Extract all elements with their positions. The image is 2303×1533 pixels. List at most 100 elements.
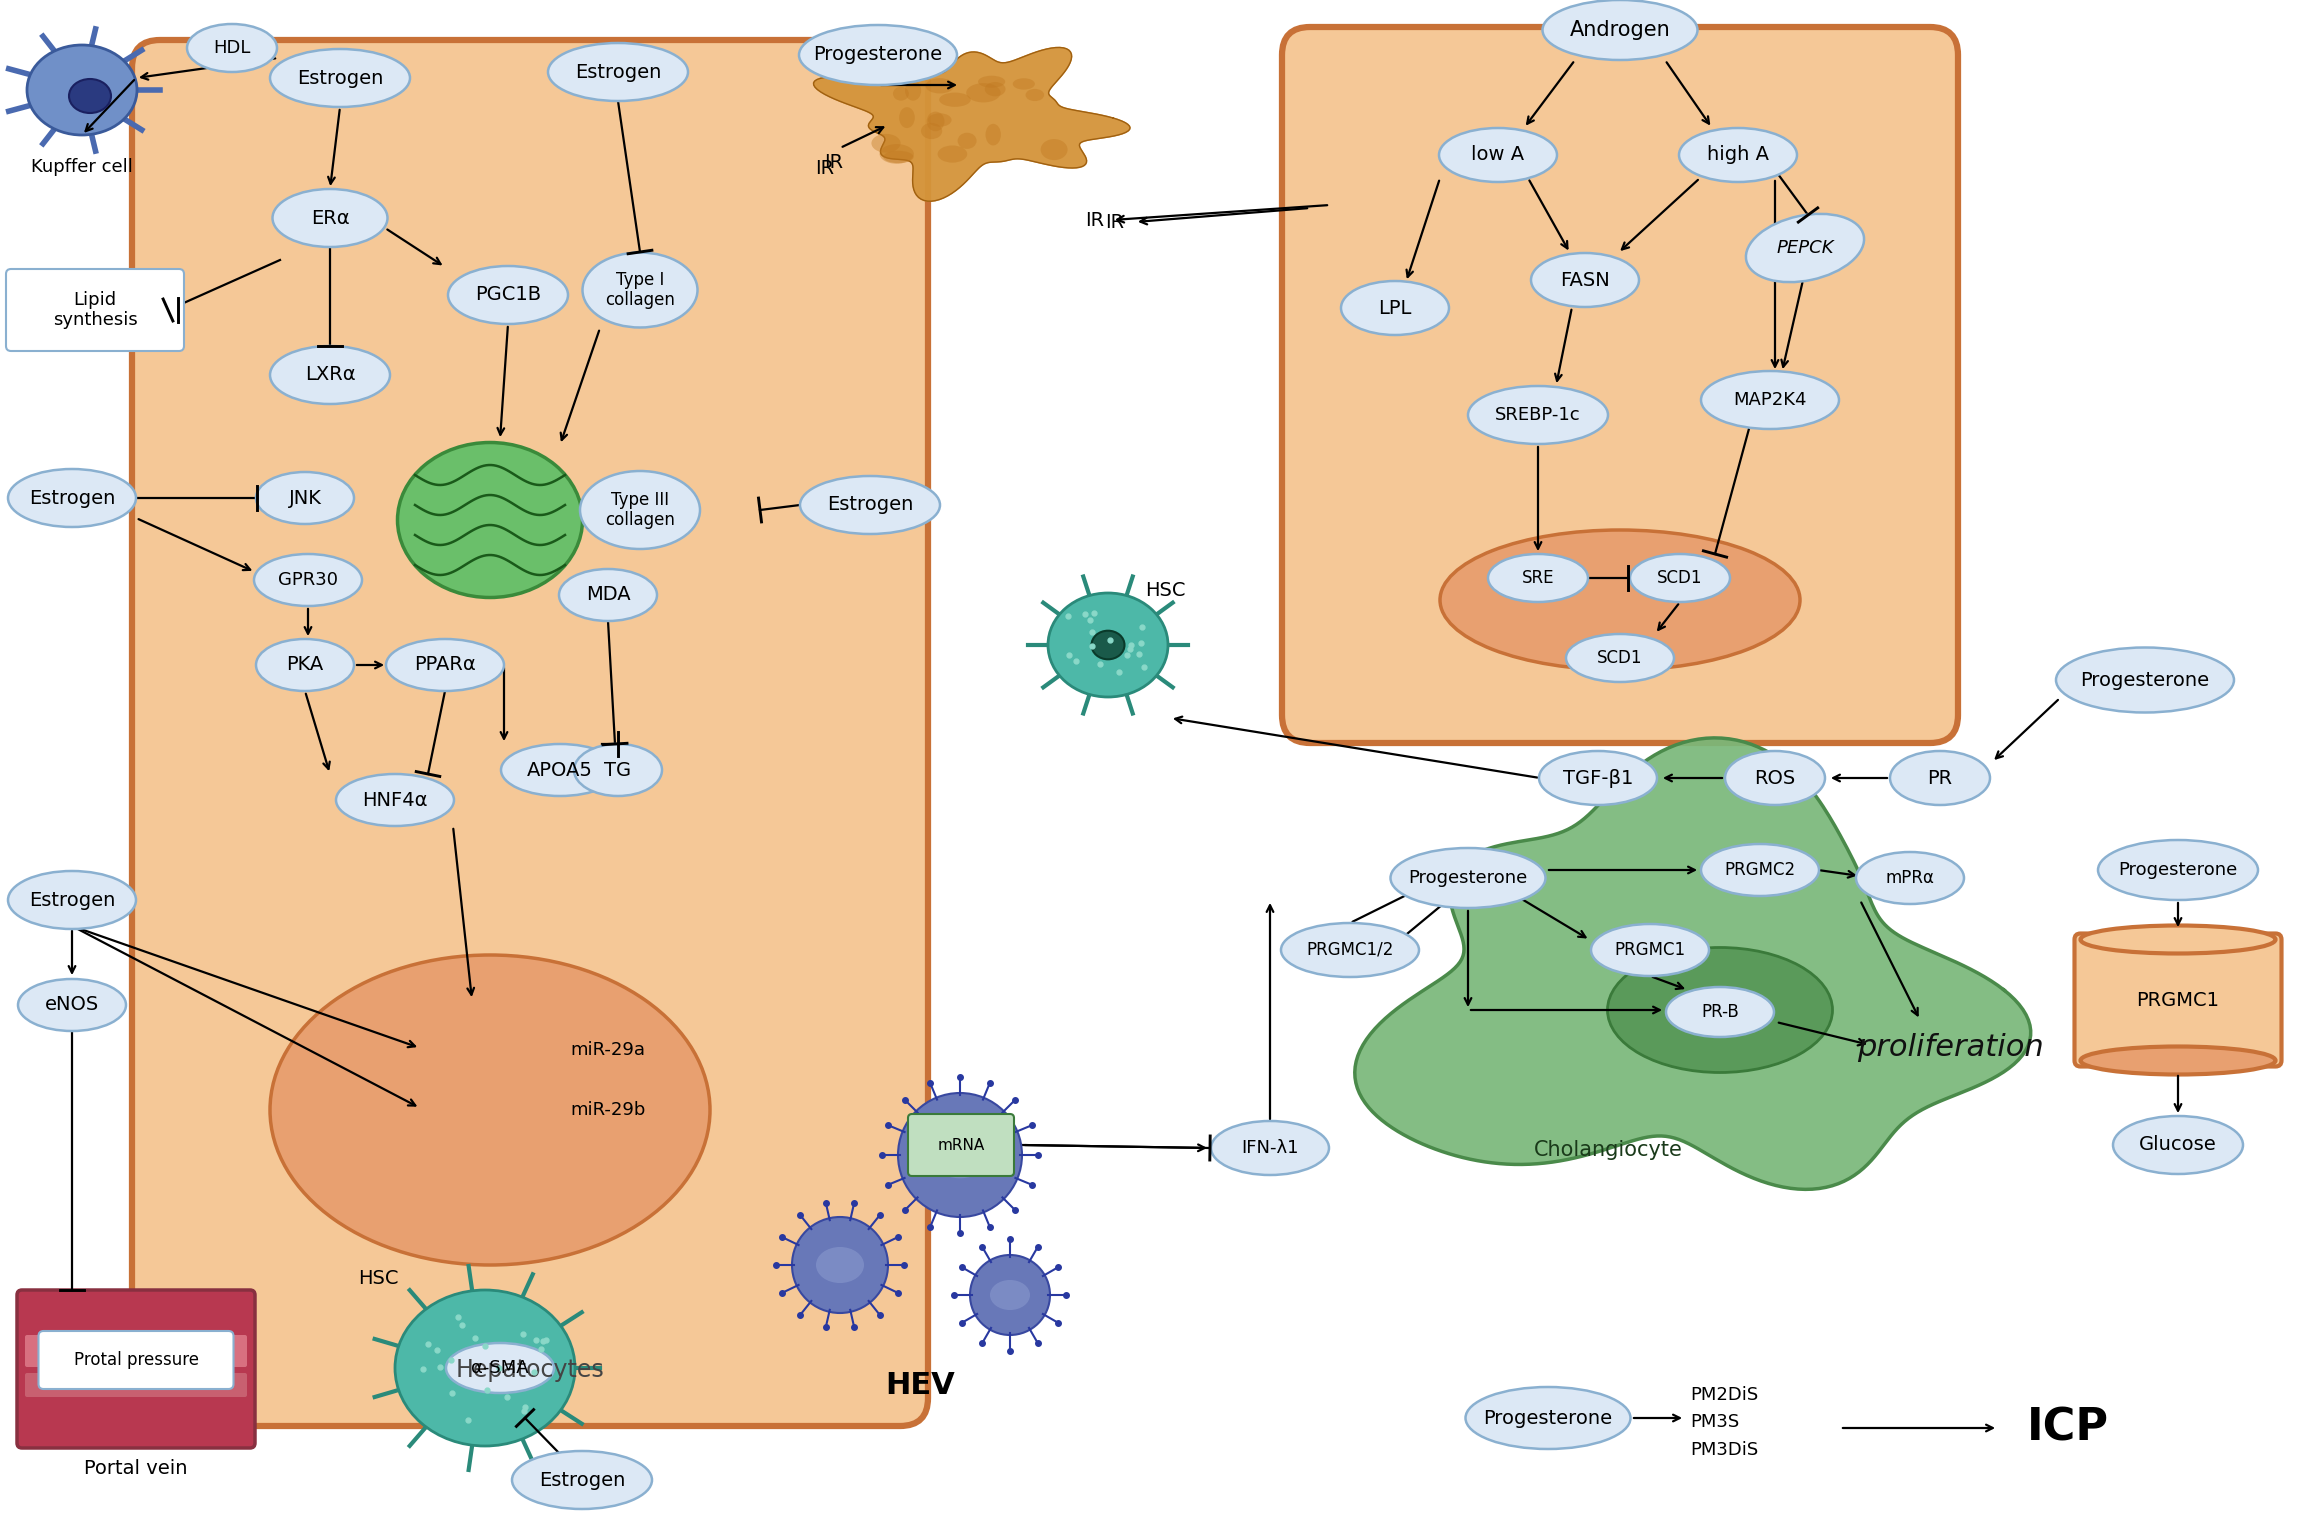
Ellipse shape — [269, 346, 389, 405]
Text: SCD1: SCD1 — [1598, 648, 1642, 667]
Ellipse shape — [967, 83, 1000, 103]
Text: HSC: HSC — [357, 1268, 398, 1288]
Ellipse shape — [1665, 987, 1773, 1036]
Ellipse shape — [986, 124, 1002, 146]
Text: Progesterone: Progesterone — [2119, 862, 2239, 878]
Text: SRE: SRE — [1522, 569, 1555, 587]
Text: Type I
collagen: Type I collagen — [606, 271, 675, 308]
Text: miR-29a: miR-29a — [571, 1041, 645, 1059]
Ellipse shape — [928, 1131, 990, 1179]
Text: Progesterone: Progesterone — [2080, 670, 2209, 690]
Text: α-SMA: α-SMA — [472, 1358, 530, 1377]
Ellipse shape — [1725, 751, 1824, 805]
Ellipse shape — [256, 639, 355, 691]
Ellipse shape — [926, 112, 944, 132]
Text: TG: TG — [603, 760, 631, 779]
Ellipse shape — [1340, 281, 1449, 336]
Ellipse shape — [1856, 852, 1964, 904]
Text: TGF-β1: TGF-β1 — [1564, 768, 1633, 788]
Circle shape — [792, 1217, 889, 1312]
Text: HDL: HDL — [214, 38, 251, 57]
FancyBboxPatch shape — [25, 1335, 246, 1367]
Ellipse shape — [2080, 926, 2275, 954]
Ellipse shape — [1013, 78, 1034, 89]
Text: PR-B: PR-B — [1702, 1003, 1739, 1021]
FancyBboxPatch shape — [25, 1374, 246, 1397]
Ellipse shape — [1702, 845, 1819, 895]
Text: PRGMC1/2: PRGMC1/2 — [1306, 941, 1393, 960]
Ellipse shape — [461, 1346, 509, 1389]
Text: Progesterone: Progesterone — [1409, 869, 1527, 888]
Text: Portal vein: Portal vein — [85, 1458, 189, 1478]
Text: ERα: ERα — [311, 208, 350, 227]
Text: Lipid
synthesis: Lipid synthesis — [53, 291, 138, 328]
Text: APOA5: APOA5 — [527, 760, 592, 779]
Text: IFN-λ1: IFN-λ1 — [1241, 1139, 1299, 1157]
FancyBboxPatch shape — [1283, 28, 1958, 744]
Ellipse shape — [958, 133, 976, 149]
Text: IR: IR — [1105, 213, 1124, 231]
Ellipse shape — [548, 43, 689, 101]
Ellipse shape — [990, 1280, 1029, 1311]
Ellipse shape — [1391, 848, 1545, 908]
Text: Estrogen: Estrogen — [576, 63, 661, 81]
Ellipse shape — [1025, 89, 1043, 101]
Ellipse shape — [1041, 140, 1069, 159]
Ellipse shape — [1439, 530, 1801, 670]
Ellipse shape — [799, 477, 940, 533]
Text: proliferation: proliferation — [1856, 1033, 2043, 1062]
Ellipse shape — [2112, 1116, 2243, 1174]
Text: Cholangiocyte: Cholangiocyte — [1534, 1141, 1683, 1160]
Text: Progesterone: Progesterone — [813, 46, 942, 64]
Ellipse shape — [28, 44, 136, 135]
Ellipse shape — [894, 87, 910, 101]
Text: PR: PR — [1928, 768, 1953, 788]
Text: PM3S: PM3S — [1690, 1413, 1739, 1430]
Circle shape — [898, 1093, 1023, 1217]
Ellipse shape — [1538, 751, 1656, 805]
Ellipse shape — [986, 81, 1006, 97]
Text: HEV: HEV — [884, 1371, 956, 1400]
Text: ROS: ROS — [1755, 768, 1796, 788]
Ellipse shape — [799, 25, 958, 84]
Ellipse shape — [69, 80, 111, 113]
Text: IR: IR — [824, 152, 843, 172]
Text: FASN: FASN — [1559, 270, 1610, 290]
Text: IR: IR — [815, 158, 834, 178]
Ellipse shape — [1467, 386, 1607, 445]
Ellipse shape — [1591, 924, 1709, 977]
Ellipse shape — [905, 80, 921, 101]
Text: Estrogen: Estrogen — [30, 891, 115, 909]
Text: PRGMC2: PRGMC2 — [1725, 862, 1796, 878]
Ellipse shape — [398, 443, 583, 598]
Ellipse shape — [502, 744, 620, 796]
Text: Estrogen: Estrogen — [30, 489, 115, 507]
Ellipse shape — [1607, 947, 1833, 1073]
FancyBboxPatch shape — [907, 1114, 1013, 1176]
Text: HNF4α: HNF4α — [362, 791, 428, 809]
FancyBboxPatch shape — [39, 1331, 233, 1389]
Text: Estrogen: Estrogen — [539, 1470, 624, 1490]
Text: ICP: ICP — [2027, 1406, 2110, 1450]
Ellipse shape — [1746, 213, 1863, 282]
Ellipse shape — [447, 1343, 555, 1393]
Ellipse shape — [580, 471, 700, 549]
Ellipse shape — [18, 980, 127, 1032]
Text: eNOS: eNOS — [44, 995, 99, 1015]
Ellipse shape — [1566, 635, 1674, 682]
Ellipse shape — [921, 123, 942, 140]
Ellipse shape — [880, 144, 914, 164]
FancyBboxPatch shape — [7, 268, 184, 351]
Ellipse shape — [1211, 1121, 1329, 1174]
Circle shape — [970, 1256, 1050, 1335]
Ellipse shape — [269, 49, 410, 107]
Text: miR-29b: miR-29b — [571, 1101, 645, 1119]
Ellipse shape — [2098, 840, 2257, 900]
Text: mPRα: mPRα — [1886, 869, 1935, 888]
Ellipse shape — [2080, 1047, 2275, 1075]
Text: PM2DiS: PM2DiS — [1690, 1386, 1757, 1404]
Text: PEPCK: PEPCK — [1776, 239, 1833, 258]
Ellipse shape — [387, 639, 504, 691]
Text: SCD1: SCD1 — [1658, 569, 1702, 587]
Ellipse shape — [336, 774, 454, 826]
